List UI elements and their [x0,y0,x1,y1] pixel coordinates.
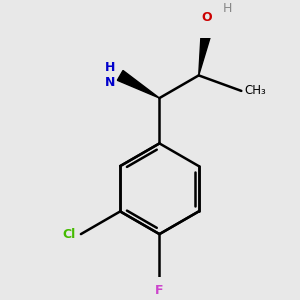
Text: H
N: H N [105,61,115,89]
Text: F: F [155,284,164,298]
Text: CH₃: CH₃ [244,84,266,98]
Polygon shape [117,70,159,98]
Text: H: H [222,2,232,15]
Text: Cl: Cl [63,228,76,241]
Polygon shape [199,30,212,75]
Text: O: O [201,11,212,24]
